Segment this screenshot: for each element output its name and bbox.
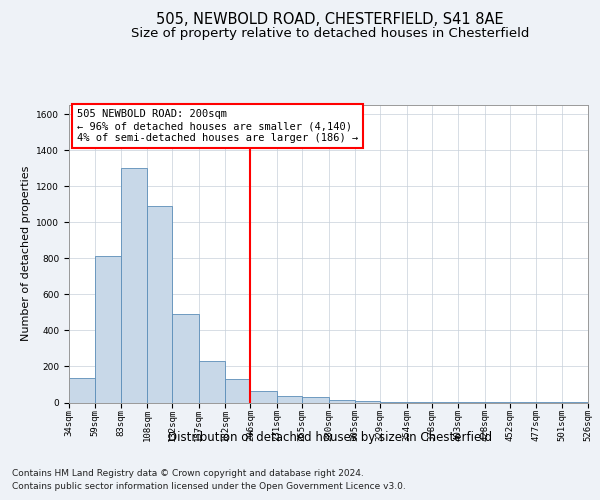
Bar	[69, 378, 95, 402]
Bar	[355, 401, 380, 402]
Text: Contains public sector information licensed under the Open Government Licence v3: Contains public sector information licen…	[12, 482, 406, 491]
Text: Contains HM Land Registry data © Crown copyright and database right 2024.: Contains HM Land Registry data © Crown c…	[12, 468, 364, 477]
Bar	[302, 398, 329, 402]
Bar	[225, 379, 250, 402]
Bar	[95, 256, 121, 402]
Bar	[250, 391, 277, 402]
Bar	[172, 314, 199, 402]
Bar	[199, 361, 225, 403]
Bar	[329, 400, 355, 402]
Bar	[277, 396, 302, 402]
Y-axis label: Number of detached properties: Number of detached properties	[21, 166, 31, 342]
Bar	[147, 206, 172, 402]
Text: 505 NEWBOLD ROAD: 200sqm
← 96% of detached houses are smaller (4,140)
4% of semi: 505 NEWBOLD ROAD: 200sqm ← 96% of detach…	[77, 110, 358, 142]
Text: Distribution of detached houses by size in Chesterfield: Distribution of detached houses by size …	[168, 431, 492, 444]
Text: 505, NEWBOLD ROAD, CHESTERFIELD, S41 8AE: 505, NEWBOLD ROAD, CHESTERFIELD, S41 8AE	[156, 12, 504, 28]
Text: Size of property relative to detached houses in Chesterfield: Size of property relative to detached ho…	[131, 28, 529, 40]
Bar	[121, 168, 147, 402]
